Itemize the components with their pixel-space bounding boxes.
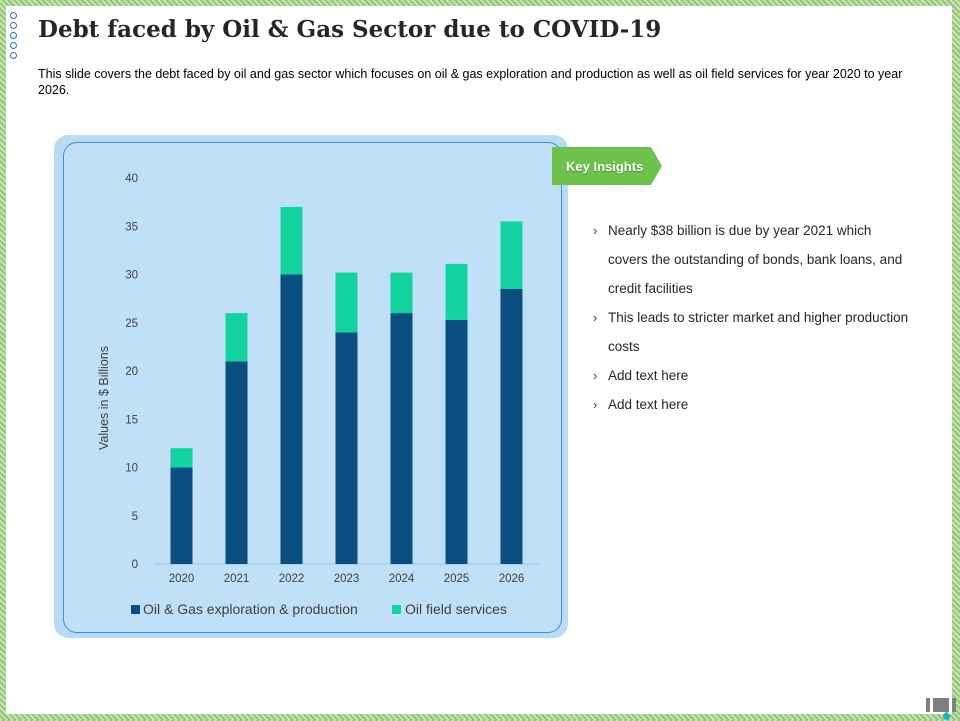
x-tick-label: 2025: [444, 573, 470, 585]
chart-panel: Values in $ Billions 0 5 10 15 20 25 30 35 40 20…: [54, 135, 568, 638]
bar-exploration: [170, 467, 193, 564]
dot-icon: [10, 12, 17, 19]
bar-exploration: [225, 361, 248, 564]
chart-frame: Values in $ Billions 0 5 10 15 20 25 30 35 40 20…: [63, 142, 562, 633]
chevron-right-icon: ›: [593, 223, 598, 238]
bar-oilfield: [280, 206, 303, 275]
bar-oilfield: [225, 313, 248, 362]
bar-oilfield: [170, 448, 193, 468]
key-insights-tag: Key Insights: [552, 147, 662, 185]
list-item: › Add text here: [592, 390, 912, 419]
logo-bar-icon: [926, 698, 930, 712]
y-tick-label: 15: [125, 414, 138, 426]
legend-label-exploration: Oil & Gas exploration & production: [143, 601, 358, 617]
y-axis-label: Values in $ Billions: [97, 346, 111, 450]
slide-description: This slide covers the debt faced by oil …: [38, 67, 903, 97]
legend-label-oilfield: Oil field services: [405, 601, 507, 617]
y-tick-label: 30: [125, 270, 138, 282]
x-tick-label: 2020: [169, 573, 195, 585]
y-tick-label: 20: [125, 366, 138, 378]
bar-oilfield: [500, 221, 523, 289]
x-tick-label: 2021: [224, 573, 250, 585]
x-tick-label: 2026: [499, 573, 525, 585]
bar-exploration: [280, 274, 303, 564]
bar-exploration: [445, 319, 468, 564]
bar-exploration: [500, 288, 523, 564]
bullet-text: Nearly $38 billion is due by year 2021 w…: [608, 223, 903, 296]
logo-block-icon: [933, 698, 949, 712]
legend-swatch-oilfield: [392, 605, 401, 614]
dot-icon: [10, 52, 17, 59]
list-item: › This leads to stricter market and highe…: [592, 303, 912, 361]
bullet-text: Add text here: [608, 368, 689, 383]
dot-icon: [10, 42, 17, 49]
chevron-right-icon: ›: [593, 397, 598, 412]
chevron-right-icon: ›: [593, 368, 598, 383]
dot-icon: [10, 32, 17, 39]
logo-bar-icon: [952, 698, 956, 712]
bullet-text: Add text here: [608, 397, 689, 412]
bar-oilfield: [445, 263, 468, 320]
list-item: › Nearly $38 billion is due by year 2021 …: [592, 216, 912, 303]
footer-logo: [926, 698, 956, 712]
bar-oilfield: [390, 272, 413, 314]
y-tick-label: 40: [125, 173, 138, 185]
chevron-right-icon: ›: [593, 310, 598, 325]
x-tick-label: 2023: [334, 573, 360, 585]
slide: Debt faced by Oil & Gas Sector due to CO…: [6, 6, 952, 714]
y-tick-label: 35: [125, 221, 138, 233]
slide-title: Debt faced by Oil & Gas Sector due to CO…: [38, 16, 662, 43]
decorative-dots: [10, 12, 17, 62]
bar-oilfield: [335, 272, 358, 333]
bar-exploration: [335, 332, 358, 564]
y-tick-label: 0: [132, 559, 138, 571]
list-item: › Add text here: [592, 361, 912, 390]
legend-swatch-exploration: [131, 605, 140, 614]
dot-icon: [10, 22, 17, 29]
x-tick-label: 2022: [279, 573, 305, 585]
y-tick-label: 25: [125, 318, 138, 330]
bar-exploration: [390, 313, 413, 564]
y-tick-label: 10: [125, 463, 138, 475]
chart-legend: Oil & Gas exploration & production Oil f…: [131, 601, 507, 617]
bullet-text: This leads to stricter market and higher…: [608, 310, 909, 354]
y-tick-label: 5: [132, 511, 138, 523]
x-tick-label: 2024: [389, 573, 415, 585]
insights-list: › Nearly $38 billion is due by year 2021 …: [592, 216, 912, 419]
